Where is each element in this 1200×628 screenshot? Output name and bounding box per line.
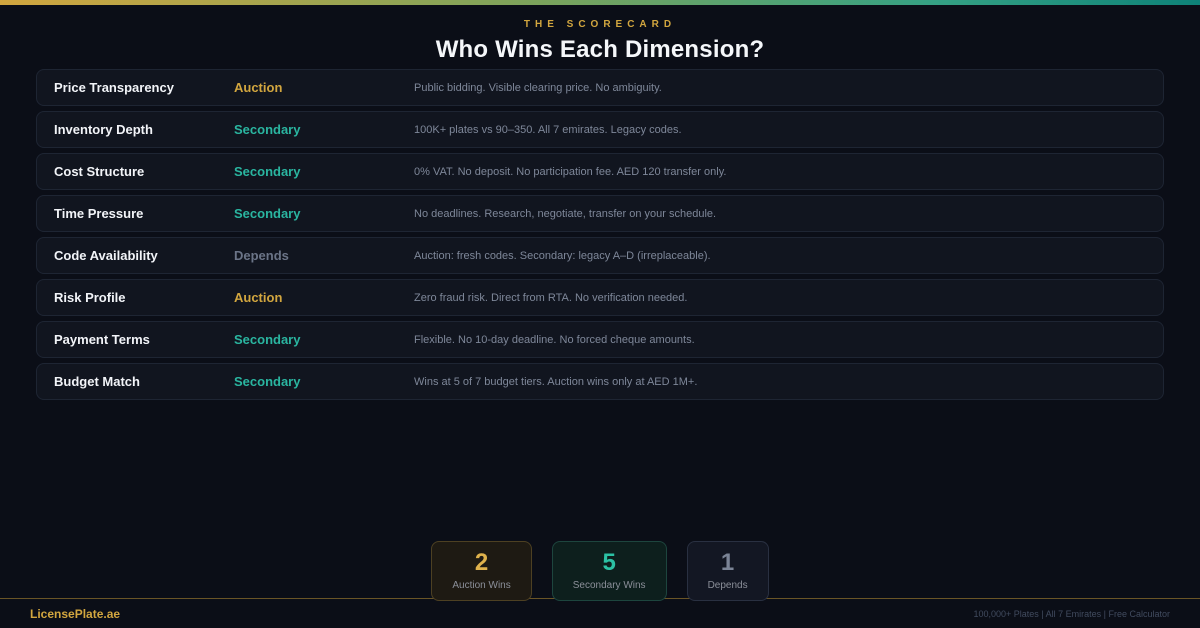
table-row: Code Availability Depends Auction: fresh… — [36, 237, 1164, 274]
page-title: Who Wins Each Dimension? — [435, 36, 765, 63]
winner-description: No deadlines. Research, negotiate, trans… — [414, 207, 717, 220]
winner-label: Auction — [234, 80, 283, 95]
dimension-label: Time Pressure — [54, 206, 144, 221]
winner-label: Secondary — [234, 206, 301, 221]
page-header: THE SCORECARD Who Wins Each Dimension? — [0, 5, 1200, 64]
winner-description: Flexible. No 10-day deadline. No forced … — [414, 333, 695, 346]
dimension-label: Budget Match — [54, 374, 140, 389]
stat-value: 5 — [602, 549, 616, 577]
winner-label: Secondary — [234, 164, 301, 179]
summary-stats: 2 Auction Wins 5 Secondary Wins 1 Depend… — [0, 541, 1200, 601]
stat-card-secondary-wins: 5 Secondary Wins — [551, 541, 667, 601]
page-footer: LicensePlate.ae 100,000+ Plates | All 7 … — [0, 598, 1200, 628]
winner-description: 0% VAT. No deposit. No participation fee… — [414, 165, 727, 178]
dimension-label: Payment Terms — [54, 332, 150, 347]
table-row: Budget Match Secondary Wins at 5 of 7 bu… — [36, 363, 1164, 400]
stat-value: 1 — [720, 549, 735, 577]
dimension-label: Inventory Depth — [54, 122, 153, 137]
stat-card-auction-wins: 2 Auction Wins — [431, 541, 532, 601]
stat-card-depends: 1 Depends — [686, 541, 769, 601]
footer-tagline: 100,000+ Plates | All 7 Emirates | Free … — [973, 608, 1170, 619]
winner-description: Public bidding. Visible clearing price. … — [414, 81, 662, 94]
table-row: Inventory Depth Secondary 100K+ plates v… — [36, 111, 1164, 148]
winner-label: Secondary — [234, 332, 301, 347]
winner-label: Auction — [234, 290, 283, 305]
accent-gradient-bar — [0, 0, 1200, 5]
winner-label: Depends — [234, 248, 289, 263]
eyebrow-label: THE SCORECARD — [523, 19, 677, 30]
stat-label: Auction Wins — [452, 580, 511, 591]
table-row: Cost Structure Secondary 0% VAT. No depo… — [36, 153, 1164, 190]
table-row: Price Transparency Auction Public biddin… — [36, 69, 1164, 106]
stat-label: Secondary Wins — [572, 580, 646, 591]
dimension-label: Risk Profile — [54, 290, 126, 305]
dimension-label: Price Transparency — [54, 80, 174, 95]
winner-label: Secondary — [234, 122, 301, 137]
brand-wordmark: LicensePlate.ae — [30, 606, 121, 621]
winner-label: Secondary — [234, 374, 301, 389]
winner-description: Wins at 5 of 7 budget tiers. Auction win… — [414, 375, 698, 388]
table-row: Risk Profile Auction Zero fraud risk. Di… — [36, 279, 1164, 316]
dimension-label: Cost Structure — [54, 164, 145, 179]
stat-label: Depends — [707, 580, 748, 591]
stat-value: 2 — [474, 549, 489, 577]
dimension-label: Code Availability — [54, 248, 158, 263]
winner-description: 100K+ plates vs 90–350. All 7 emirates. … — [414, 123, 682, 136]
winner-description: Auction: fresh codes. Secondary: legacy … — [414, 249, 711, 262]
scorecard-table: Price Transparency Auction Public biddin… — [36, 69, 1164, 405]
table-row: Time Pressure Secondary No deadlines. Re… — [36, 195, 1164, 232]
winner-description: Zero fraud risk. Direct from RTA. No ver… — [414, 291, 688, 304]
table-row: Payment Terms Secondary Flexible. No 10-… — [36, 321, 1164, 358]
